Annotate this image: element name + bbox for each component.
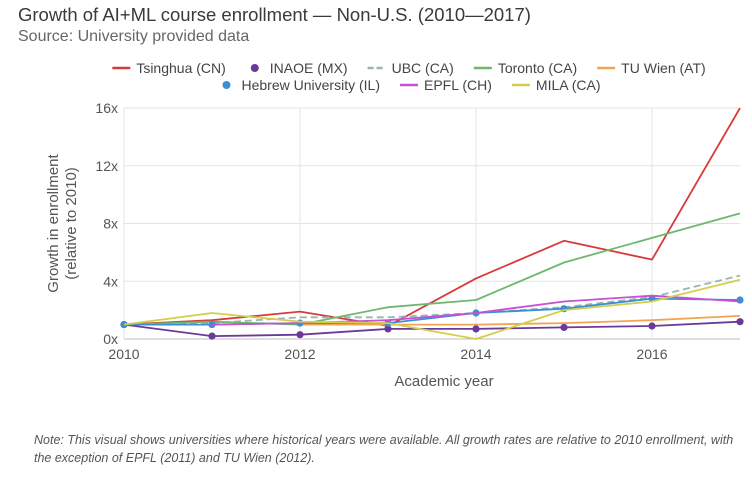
legend-label: TU Wien (AT)	[621, 60, 706, 76]
legend-label: INAOE (MX)	[270, 60, 348, 76]
legend-label: UBC (CA)	[392, 60, 454, 76]
legend-item: UBC (CA)	[367, 60, 454, 76]
legend-label: Hebrew University (IL)	[242, 77, 380, 93]
chart-subtitle: Source: University provided data	[18, 28, 250, 45]
series-line-3	[123, 212, 741, 326]
series-point-1	[384, 325, 392, 333]
legend-label: Tsinghua (CN)	[136, 60, 225, 76]
line-chart: 0x 4x 8x 12x 16x 2010 2012 2014 2016 Academic ye…	[45, 60, 744, 390]
x-tick-label: 2014	[460, 346, 491, 362]
y-tick-label: 8x	[103, 216, 118, 232]
x-tick-label: 2016	[636, 346, 667, 362]
y-axis-label-line-2: (relative to 2010)	[63, 167, 80, 280]
legend-item: Tsinghua (CN)	[112, 60, 226, 76]
legend-label: MILA (CA)	[536, 77, 601, 93]
series-point-1	[560, 323, 568, 332]
series-line-6	[211, 294, 741, 326]
legend-item: Toronto (CA)	[473, 60, 577, 76]
x-tick-label: 2012	[284, 346, 315, 362]
series-point-5	[736, 296, 744, 304]
legend-item: INAOE (MX)	[250, 60, 348, 76]
series-line-7	[123, 278, 741, 340]
legend: Tsinghua (CN) INAOE (MX) UBC (CA) Toronto (…	[112, 60, 706, 93]
legend-item: EPFL (CH)	[399, 77, 492, 93]
legend-label: Toronto (CA)	[498, 60, 577, 76]
series-point-1	[648, 322, 656, 330]
y-axis-label-line-1: Growth in enrollment	[45, 153, 62, 292]
legend-swatch	[250, 64, 259, 72]
chart-note: Note: This visual shows universities whe…	[34, 433, 734, 465]
y-tick-label: 16x	[95, 100, 118, 116]
x-axis-label: Academic year	[394, 373, 493, 390]
y-tick-label: 4x	[103, 273, 118, 289]
y-tick-label: 0x	[103, 331, 118, 347]
series-line-0	[123, 107, 741, 327]
series-line-1	[123, 320, 741, 338]
series-point-1	[472, 325, 480, 333]
x-tick-label: 2010	[108, 346, 139, 362]
series	[120, 107, 744, 340]
legend-item: Hebrew University (IL)	[222, 77, 380, 93]
legend-item: TU Wien (AT)	[597, 60, 706, 76]
y-tick-label: 12x	[95, 158, 118, 174]
chart-title: Growth of AI+ML course enrollment — Non-…	[18, 4, 531, 25]
series-point-1	[296, 331, 304, 339]
legend-item: MILA (CA)	[511, 77, 601, 93]
legend-label: EPFL (CH)	[424, 77, 492, 93]
series-point-1	[208, 332, 216, 340]
series-point-1	[736, 318, 744, 326]
legend-swatch	[222, 81, 231, 89]
axes: Academic year Growth in enrollment (rela…	[45, 153, 494, 390]
